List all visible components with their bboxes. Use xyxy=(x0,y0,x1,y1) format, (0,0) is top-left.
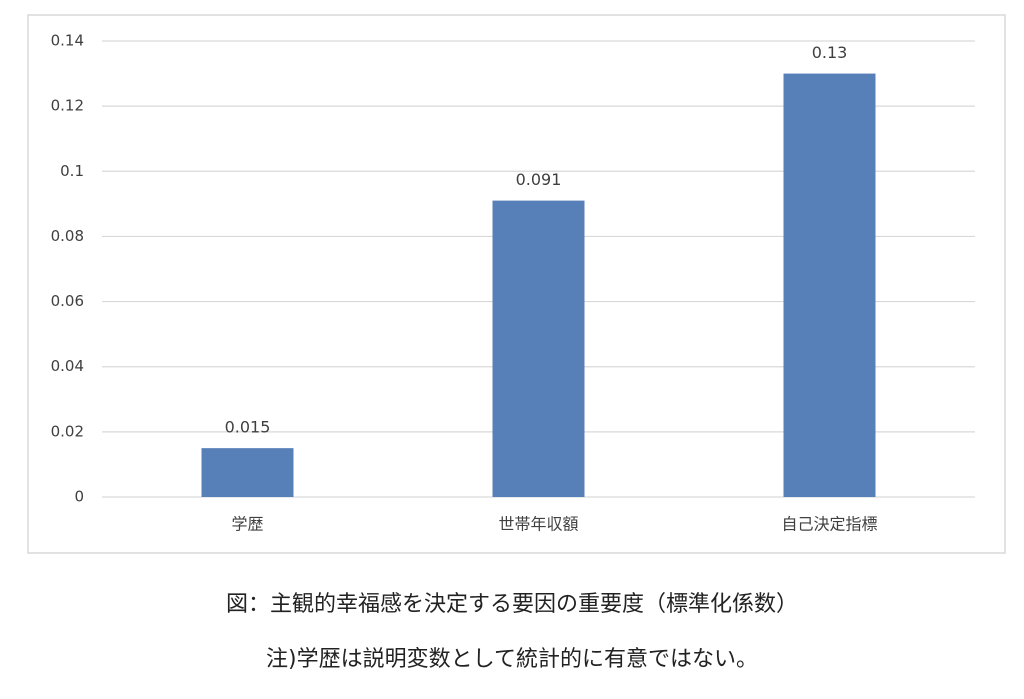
bar xyxy=(492,200,585,497)
x-tick-label: 学歴 xyxy=(231,515,263,534)
x-tick-label: 世帯年収額 xyxy=(498,515,578,534)
x-tick-label: 自己決定指標 xyxy=(781,515,877,534)
bar xyxy=(201,448,294,497)
y-tick-label: 0.06 xyxy=(51,292,84,310)
y-tick-label: 0.12 xyxy=(51,97,84,115)
y-tick-label: 0.04 xyxy=(51,357,84,375)
y-tick-label: 0.02 xyxy=(51,422,84,440)
y-tick-label: 0 xyxy=(74,488,84,506)
value-label: 0.13 xyxy=(812,43,848,62)
y-tick-label: 0.1 xyxy=(60,162,84,180)
y-tick-label: 0.14 xyxy=(51,32,84,50)
note: 注)学歴は説明変数として統計的に有意ではない。 xyxy=(266,647,758,672)
value-label: 0.015 xyxy=(225,418,271,437)
value-label: 0.091 xyxy=(516,170,562,189)
y-tick-label: 0.08 xyxy=(51,227,84,245)
bar xyxy=(783,73,876,498)
chart-title: 図：主観的幸福感を決定する要因の重要度（標準化係数） xyxy=(226,592,798,617)
